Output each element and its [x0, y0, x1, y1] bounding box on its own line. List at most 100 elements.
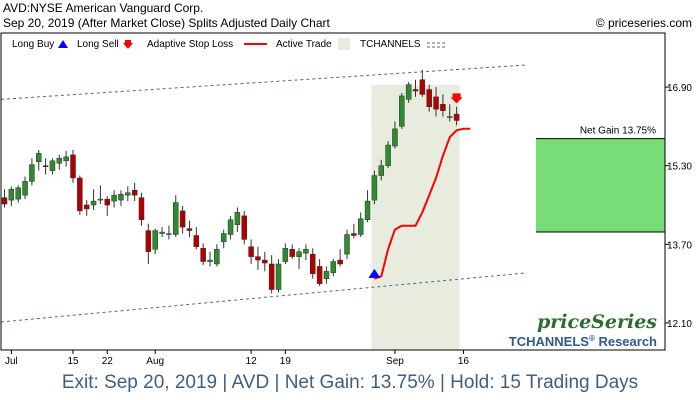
- candle-body: [371, 175, 378, 201]
- candle: [385, 141, 391, 169]
- candle-body: [152, 230, 158, 250]
- y-tick-label: 15.30: [667, 162, 692, 173]
- candle: [316, 259, 323, 287]
- candle-body: [392, 128, 398, 147]
- candle: [344, 229, 350, 260]
- long-sell-arrow: [450, 93, 463, 104]
- tchannels-layer: [0, 64, 528, 323]
- candle-body: [426, 89, 432, 107]
- adaptive-stop-line: [374, 127, 471, 280]
- candle: [118, 190, 124, 206]
- y-tick-label: 16.90: [667, 83, 692, 94]
- legend-adaptive-stop-label: Adaptive Stop Loss: [147, 39, 233, 50]
- candle-body: [125, 192, 131, 196]
- candle-body: [303, 248, 309, 254]
- legend-active-trade-swatch: [338, 38, 350, 50]
- active-trade-region: [371, 85, 460, 350]
- long-buy-arrow: [368, 268, 381, 278]
- candle-body: [275, 263, 282, 290]
- candle: [351, 223, 357, 239]
- legend-active-trade-label: Active Trade: [276, 39, 332, 50]
- candle-body: [289, 248, 295, 257]
- candle: [392, 121, 398, 149]
- candle-body: [36, 153, 42, 163]
- candle: [303, 244, 309, 261]
- candle: [433, 87, 439, 117]
- candle: [145, 223, 152, 264]
- candle-body: [29, 164, 35, 182]
- candle-body: [159, 231, 165, 234]
- candle-body: [296, 251, 302, 257]
- candle-body: [440, 104, 446, 111]
- candle: [440, 94, 446, 117]
- candle-body: [399, 95, 405, 127]
- candle: [111, 190, 117, 208]
- candle-body: [1, 197, 8, 205]
- candle: [323, 266, 330, 284]
- candle-body: [412, 89, 419, 92]
- candle-body: [214, 248, 220, 265]
- candle-body: [405, 84, 412, 100]
- candle-body: [56, 158, 63, 164]
- candle-body: [323, 271, 330, 279]
- candle-body: [118, 193, 124, 201]
- chart-background-layer: Net Gain 13.75%: [1, 33, 665, 350]
- candle: [447, 104, 453, 122]
- candle: [8, 186, 15, 206]
- candle: [399, 92, 405, 129]
- x-tick-label: Aug: [146, 356, 164, 367]
- candle: [364, 190, 371, 223]
- candle: [166, 225, 172, 240]
- candle: [405, 82, 412, 103]
- candle-body: [316, 266, 323, 284]
- candle: [412, 79, 419, 97]
- candle: [36, 149, 42, 171]
- candles-layer: [1, 69, 460, 294]
- candle-body: [248, 246, 254, 257]
- legend-long-sell-label: Long Sell: [77, 39, 119, 50]
- candle: [200, 243, 206, 265]
- tchannel-upper-line: [0, 64, 528, 100]
- candle-body: [351, 233, 357, 236]
- candle: [207, 251, 213, 267]
- candle-body: [282, 248, 289, 262]
- candle-body: [419, 79, 426, 95]
- candle: [70, 149, 76, 183]
- candle: [234, 207, 241, 233]
- candle: [125, 186, 131, 202]
- candle-body: [234, 212, 241, 225]
- legend-tchannels-label: TCHANNELS: [360, 39, 421, 50]
- candle: [152, 228, 158, 255]
- candle-body: [344, 234, 350, 255]
- candle: [419, 69, 426, 97]
- net-gain-label: Net Gain 13.75%: [580, 126, 656, 137]
- candle-body: [186, 228, 193, 231]
- priceseries-logo: priceSeries: [537, 311, 657, 333]
- x-tick-label: 16: [458, 356, 470, 367]
- candle: [220, 229, 227, 249]
- candle-body: [166, 233, 172, 235]
- candle: [63, 150, 69, 167]
- axes-layer: 12.10 13.70 15.30 16.90 Jul 15 22 Aug 12 19 Sep 16 p…: [0, 32, 692, 367]
- overlay-layer: [368, 93, 471, 280]
- legend: Long Buy Long Sell Adaptive Stop Loss Activ…: [12, 38, 447, 50]
- candle-body: [77, 177, 83, 212]
- candle: [378, 159, 384, 181]
- candle-body: [310, 253, 316, 275]
- candle-body: [337, 259, 343, 265]
- candle: [248, 239, 254, 264]
- x-tick-label: 19: [280, 356, 292, 367]
- candle: [97, 185, 104, 205]
- net-gain-box: [536, 138, 665, 233]
- chart-subtitle: Sep 20, 2019 (After Market Close) Splits…: [3, 16, 330, 30]
- candle: [275, 259, 282, 293]
- candle-body: [220, 233, 227, 243]
- candle: [138, 192, 145, 226]
- candle-body: [83, 204, 90, 210]
- candle-body: [378, 165, 384, 176]
- candle-body: [49, 160, 56, 171]
- candle-body: [111, 194, 117, 202]
- candle-body: [22, 181, 28, 196]
- x-tick-label: Sep: [386, 356, 404, 367]
- x-tick-label: 22: [102, 356, 114, 367]
